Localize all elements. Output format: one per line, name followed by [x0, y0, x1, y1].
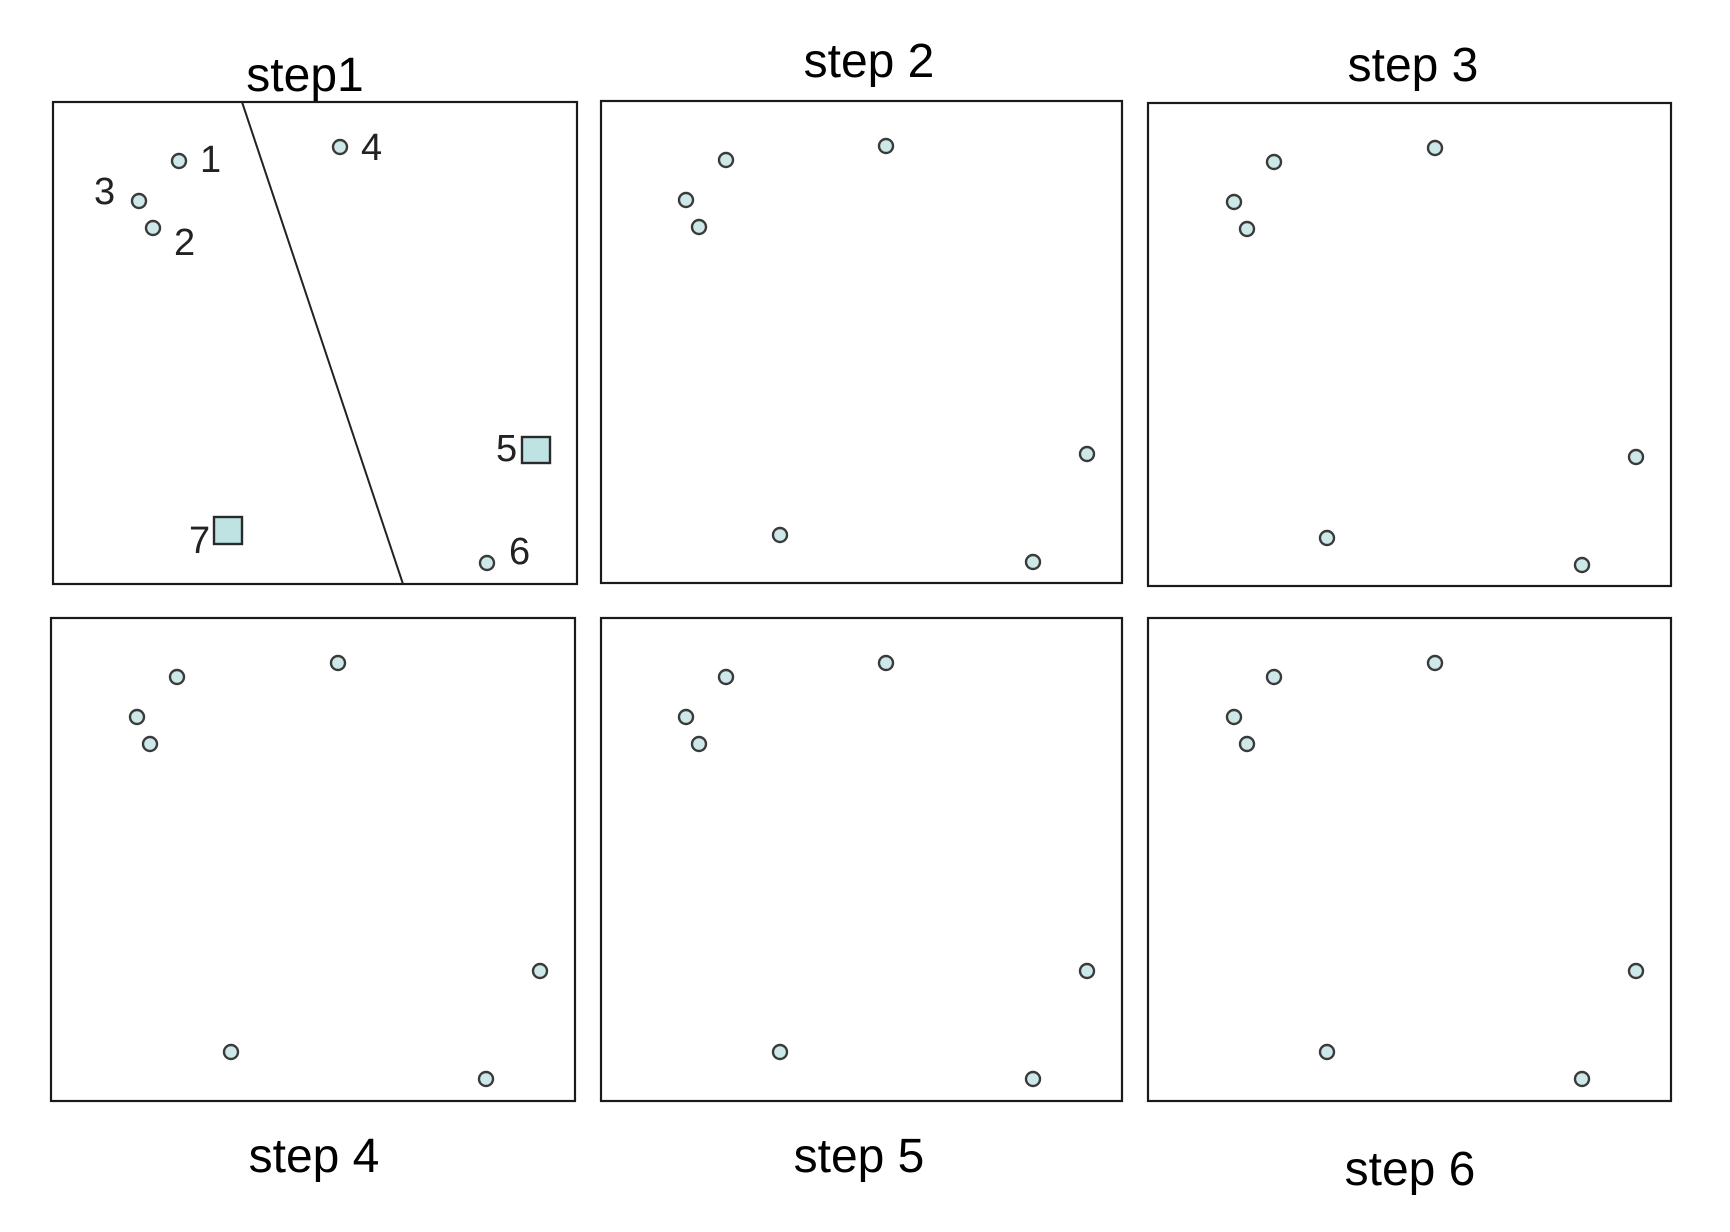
point-5 [1627, 962, 1645, 980]
panel-frame-step-1 [51, 100, 579, 586]
panel-frame-step-2 [599, 99, 1124, 585]
point-1 [168, 668, 186, 686]
point-4 [329, 654, 347, 672]
point-6 [478, 554, 496, 572]
point-3 [130, 192, 148, 210]
point-2 [1238, 735, 1256, 753]
point-7 [1318, 1043, 1336, 1061]
point-4 [331, 138, 349, 156]
point-2 [690, 218, 708, 236]
point-1 [1265, 668, 1283, 686]
panel-step-1: step1 1 2 3 4 5 6 7 [51, 49, 579, 586]
point-1 [717, 151, 735, 169]
panel-frame-step-4 [49, 616, 577, 1103]
point-3 [1225, 708, 1243, 726]
point-2 [1238, 220, 1256, 238]
point-3 [677, 191, 695, 209]
point-label-4: 4 [361, 127, 382, 169]
panel-step-4: step 4 [49, 616, 577, 1183]
point-2 [141, 735, 159, 753]
panel-title-step-5: step 5 [794, 1130, 925, 1183]
point-5 [1078, 962, 1096, 980]
panel-title-step-4: step 4 [249, 1130, 380, 1183]
point-2 [144, 219, 162, 237]
point-5 [1078, 445, 1096, 463]
panel-title-step-2: step 2 [804, 35, 935, 88]
point-3 [677, 708, 695, 726]
point-label-6: 6 [509, 531, 530, 573]
point-2 [690, 735, 708, 753]
point-4 [877, 137, 895, 155]
point-3 [128, 708, 146, 726]
panel-frame-step-6 [1146, 616, 1673, 1103]
point-6 [1024, 553, 1042, 571]
separating-line [241, 101, 404, 585]
point-7 [771, 1043, 789, 1061]
panel-title-step-3: step 3 [1348, 39, 1479, 92]
panel-step-6: step 6 [1146, 616, 1673, 1196]
point-7 [1318, 529, 1336, 547]
panel-frame-step-5 [599, 616, 1124, 1103]
point-5 [531, 962, 549, 980]
point-5 [1627, 448, 1645, 466]
point-7 [222, 1043, 240, 1061]
point-3 [1225, 193, 1243, 211]
point-6 [1024, 1070, 1042, 1088]
panel-step-2: step 2 [599, 35, 1124, 585]
point-label-1: 1 [200, 139, 221, 181]
point-4 [1426, 654, 1444, 672]
panel-title-step-6: step 6 [1345, 1143, 1476, 1196]
point-5-square [520, 435, 552, 465]
panel-frame-step-3 [1146, 101, 1673, 588]
point-6 [477, 1070, 495, 1088]
point-label-5: 5 [496, 428, 517, 470]
point-4 [877, 654, 895, 672]
point-7-square [212, 515, 244, 546]
panel-title-step-1: step1 [246, 49, 363, 102]
panel-step-3: step 3 [1146, 39, 1673, 588]
point-label-7: 7 [189, 520, 210, 562]
point-label-3: 3 [94, 171, 115, 213]
point-6 [1573, 1070, 1591, 1088]
point-6 [1573, 556, 1591, 574]
point-1 [170, 152, 188, 170]
panel-step-5: step 5 [599, 616, 1124, 1183]
point-1 [717, 668, 735, 686]
point-label-2: 2 [174, 222, 195, 264]
point-7 [771, 526, 789, 544]
point-1 [1265, 153, 1283, 171]
point-4 [1426, 139, 1444, 157]
